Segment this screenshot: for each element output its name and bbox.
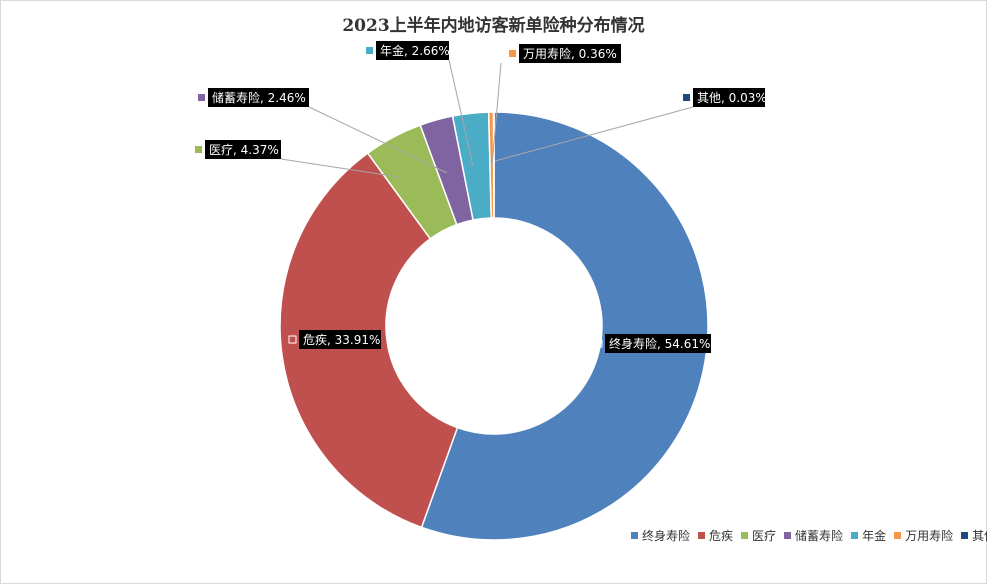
- legend-swatch-4: [784, 531, 792, 539]
- donut-slices: [279, 111, 709, 541]
- legend-swatch-2: [698, 531, 706, 539]
- legend-item-7: 其他: [961, 527, 987, 544]
- legend-swatch-3: [741, 531, 749, 539]
- legend-item-5: 年金: [851, 527, 886, 544]
- data-label-text-2: 危疾, 33.91%: [303, 332, 380, 347]
- data-label-text-3: 医疗, 4.37%: [209, 143, 279, 157]
- data-label-text-5: 年金, 2.66%: [380, 43, 450, 58]
- legend-label-3: 医疗: [752, 528, 777, 543]
- data-label-text-6: 万用寿险, 0.36%: [523, 46, 617, 61]
- data-label-7: 其他, 0.03%: [683, 88, 767, 107]
- leader-line-7: [494, 106, 694, 162]
- legend-label-6: 万用寿险: [905, 528, 954, 543]
- legend-item-2: 危疾: [698, 527, 733, 544]
- chart-title: 2023上半年内地访客新单险种分布情况: [342, 16, 645, 36]
- data-label-box-2: [299, 330, 381, 349]
- leader-line-5: [448, 59, 474, 167]
- data-label-4: 储蓄寿险, 2.46%: [198, 88, 309, 107]
- data-label-swatch-2: [288, 335, 297, 344]
- legend-item-3: 医疗: [741, 527, 776, 544]
- legend-label-2: 危疾: [709, 528, 734, 543]
- donut-slice-1: [420, 111, 709, 541]
- legend-swatch-7: [961, 531, 969, 539]
- legend-swatch-5: [851, 531, 859, 539]
- data-label-5: 年金, 2.66%: [366, 41, 450, 60]
- data-labels: 终身寿险, 54.61% 危疾, 33.91% 医疗, 4.37% 储蓄寿险, 2.4…: [195, 41, 767, 353]
- data-label-text-7: 其他, 0.03%: [697, 91, 767, 105]
- data-label-3: 医疗, 4.37%: [195, 140, 281, 159]
- data-label-6: 万用寿险, 0.36%: [509, 44, 621, 63]
- data-label-box-1: [605, 334, 711, 353]
- data-label-text-4: 储蓄寿险, 2.46%: [212, 90, 306, 105]
- data-label-swatch-4: [198, 94, 205, 101]
- legend-item-1: 终身寿险: [631, 527, 690, 544]
- data-label-box-5: [376, 41, 449, 60]
- data-label-swatch-3: [195, 146, 202, 153]
- data-label-2: 危疾, 33.91%: [288, 330, 381, 349]
- legend-item-4: 储蓄寿险: [784, 527, 843, 544]
- data-label-box-7: [693, 88, 765, 107]
- data-label-box-6: [519, 44, 621, 63]
- data-label-swatch-6: [509, 50, 516, 57]
- legend-item-6: 万用寿险: [894, 527, 953, 544]
- chart-legend: 终身寿险 危疾 医疗 储蓄寿险 年金 万用寿险 其他: [631, 526, 987, 544]
- data-label-text-1: 终身寿险, 54.61%: [609, 336, 710, 351]
- legend-swatch-6: [894, 531, 902, 539]
- leader-line-6: [491, 62, 502, 167]
- data-label-swatch-7: [683, 94, 690, 101]
- data-label-swatch-5: [366, 47, 373, 54]
- data-label-swatch-1: [594, 339, 603, 348]
- legend-label-7: 其他: [972, 528, 987, 543]
- leader-line-3: [280, 158, 400, 178]
- leader-line-4: [308, 106, 448, 174]
- data-label-box-3: [205, 140, 281, 159]
- legend-label-5: 年金: [862, 528, 887, 543]
- data-label-box-4: [208, 88, 309, 107]
- legend-swatch-1: [631, 531, 638, 539]
- data-label-1: 终身寿险, 54.61%: [594, 334, 711, 353]
- leader-lines: [280, 59, 694, 178]
- legend-label-4: 储蓄寿险: [795, 528, 844, 543]
- legend-label-1: 终身寿险: [642, 528, 691, 543]
